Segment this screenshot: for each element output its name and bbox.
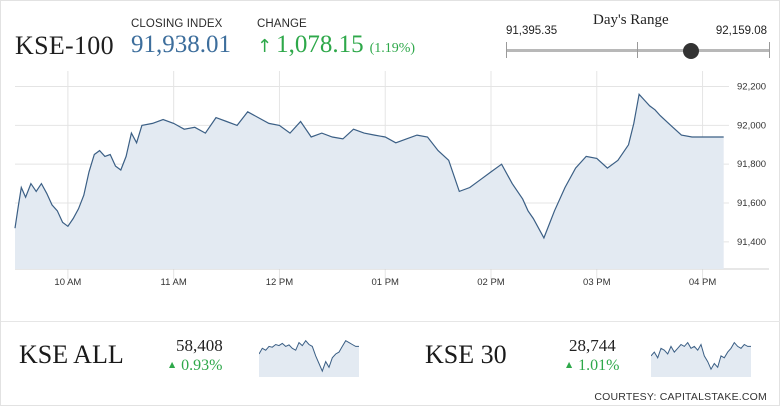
days-range-low: 91,395.35 [506,25,558,37]
change-label: CHANGE [257,18,307,30]
days-range-tick-end [769,42,770,58]
kse-30-change: ▲ 1.01% [566,357,619,375]
x-tick-label: 02 PM [477,277,505,288]
days-range-high: 92,159.08 [715,25,767,37]
x-tick-label: 03 PM [583,277,611,288]
section-divider [1,321,780,322]
sparkline-fill [651,342,751,377]
courtesy-credit: COURTESY: CAPITALSTAKE.COM [594,391,767,403]
y-tick-label: 92,200 [737,82,766,93]
sparkline-line [651,341,751,371]
days-range-tick-mid [637,42,638,58]
kse-all-sparkline[interactable] [259,331,359,377]
sparkline-fill [259,340,359,377]
triangle-up-icon: ▲ [169,360,176,369]
days-range-tick-start [506,42,507,58]
kse-30-value: 28,744 [569,336,616,355]
kse-30-name: KSE 30 [425,340,507,369]
triangle-up-icon: ▲ [566,360,573,369]
days-range-title: Day's Range [593,12,669,28]
kse-30-sparkline[interactable] [651,331,751,377]
kse-all-change: ▲ 0.93% [169,357,222,375]
change-value-group: ↑ 1,078.15 (1.19%) [257,31,415,59]
kse-all-value: 58,408 [176,336,223,355]
days-range-current-marker [682,43,699,59]
x-tick-label: 04 PM [689,277,717,288]
x-tick-label: 01 PM [371,277,399,288]
index-line [14,93,724,240]
closing-index-label: CLOSING INDEX [131,18,223,30]
sparkline-line [259,339,359,373]
kse-all-change-value: 0.93% [181,357,223,374]
kse-all-name: KSE ALL [19,340,124,369]
change-value: 1,078.15 [276,31,364,58]
index-area-fill [15,94,724,269]
y-tick-label: 92,000 [737,120,766,131]
y-tick-label: 91,800 [737,159,766,170]
change-percent: (1.19%) [369,41,416,56]
arrow-up-icon: ↑ [257,36,273,57]
y-tick-label: 91,600 [737,198,766,209]
closing-index-value: 91,938.01 [131,31,231,58]
y-tick-label: 91,400 [737,237,766,248]
x-tick-label: 11 AM [161,277,187,288]
kse-30-change-value: 1.01% [578,357,620,374]
x-tick-label: 12 PM [266,277,294,288]
days-range-track [506,49,770,52]
index-name: KSE-100 [15,31,114,60]
intraday-chart[interactable]: 91,400 91,600 91,800 92,000 92,200 10 AM 11 AM… [1,65,780,297]
x-tick-label: 10 AM [54,277,81,288]
